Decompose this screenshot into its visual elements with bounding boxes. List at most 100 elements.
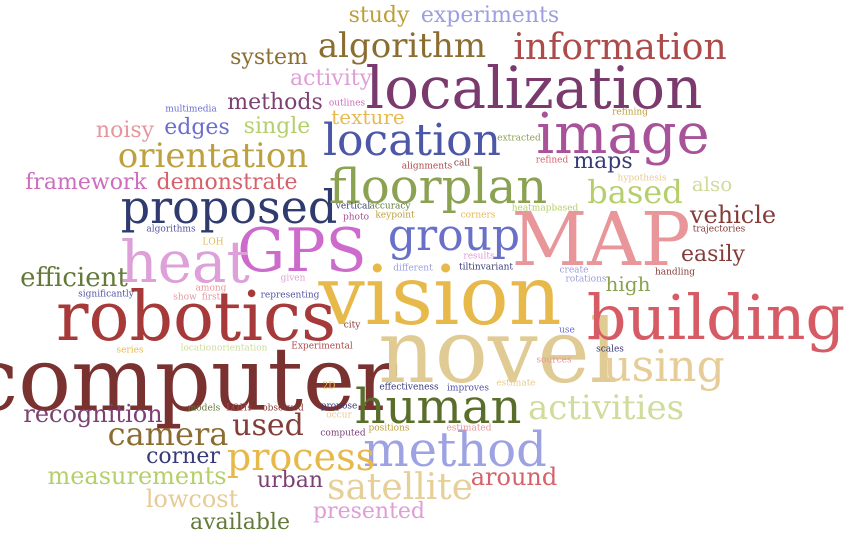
- word-improves: improves: [447, 383, 489, 394]
- word-extracted: extracted: [497, 133, 541, 144]
- word-heat: heat: [120, 228, 250, 296]
- word-framework: framework: [25, 170, 147, 195]
- word-multimedia: multimedia: [165, 104, 217, 115]
- word-results: results: [463, 251, 495, 262]
- word-2d: 2D: [322, 381, 336, 392]
- word-loh: LOH: [202, 237, 224, 248]
- word-algorithms: algorithms: [146, 224, 196, 235]
- word-city: city: [343, 320, 361, 331]
- word-activities: activities: [527, 388, 685, 428]
- word-use: use: [559, 325, 575, 336]
- word-refined: refined: [535, 155, 569, 166]
- word-different: different: [393, 263, 433, 274]
- word-tiltinvariant: tiltinvariant: [458, 262, 514, 273]
- word-scales: scales: [596, 344, 624, 355]
- word-significantly: significantly: [78, 289, 134, 300]
- word-sources: sources: [536, 355, 572, 366]
- word-also: also: [691, 172, 733, 196]
- word-refining: refining: [612, 107, 648, 118]
- word-high: high: [605, 272, 651, 296]
- word-representing: representing: [260, 290, 320, 301]
- word-based: based: [587, 173, 683, 211]
- word-single: single: [243, 114, 311, 139]
- word-positions: positions: [368, 423, 410, 434]
- word-vehicle: vehicle: [689, 201, 777, 229]
- word-robotics: robotics: [56, 278, 336, 357]
- word-rotations: rotations: [565, 274, 607, 285]
- word-using: using: [603, 341, 725, 392]
- word-novel: novel: [378, 300, 618, 403]
- word-camera: camera: [107, 415, 229, 453]
- word-information: information: [513, 27, 727, 68]
- word-presented: presented: [312, 499, 426, 524]
- word-outlines: outlines: [328, 98, 366, 109]
- word-experimental: Experimental: [291, 341, 353, 352]
- word-system: system: [230, 45, 308, 70]
- word-vision: vision: [318, 249, 562, 344]
- word-gps: GPS: [237, 216, 367, 286]
- word-hypothesis: hypothesis: [617, 173, 667, 184]
- word-edges: edges: [164, 115, 230, 140]
- word-computer: computer: [0, 328, 398, 431]
- word-activity: activity: [289, 66, 373, 91]
- word-create: create: [559, 265, 589, 276]
- word-vertical: vertical: [335, 201, 371, 212]
- word-methods: methods: [227, 90, 323, 115]
- word-proposed: proposed: [120, 180, 338, 234]
- word-lowcost: lowcost: [145, 485, 239, 513]
- word-localization: localization: [365, 54, 703, 122]
- word-map: MAP: [511, 197, 691, 283]
- word-call: call: [453, 158, 471, 169]
- word-among: among: [195, 283, 227, 294]
- word-used: used: [232, 408, 304, 443]
- word-corners: corners: [460, 210, 496, 221]
- word-orientation: orientation: [117, 136, 309, 176]
- word-lohs: LOHs: [226, 403, 252, 414]
- word-location: location: [322, 115, 502, 166]
- word-photo: photo: [342, 212, 370, 223]
- word-effectiveness: effectiveness: [379, 382, 439, 393]
- word-noisy: noisy: [95, 118, 155, 143]
- word-locationorientation: locationorientation: [180, 343, 268, 354]
- word-observed: observed: [262, 403, 304, 414]
- word-algorithm: algorithm: [317, 26, 487, 66]
- word-measurements: measurements: [47, 462, 227, 490]
- word-group: group: [387, 210, 521, 261]
- word-floorplan: floorplan: [328, 159, 548, 215]
- word-propose: propose: [320, 401, 358, 412]
- word-building: building: [586, 281, 846, 354]
- word-alignments: alignments: [401, 161, 453, 172]
- word-maps: maps: [573, 149, 633, 174]
- word-models: models: [187, 403, 221, 414]
- word-study: study: [348, 3, 410, 28]
- word-urban: urban: [256, 468, 324, 493]
- word-show: show: [173, 292, 197, 303]
- word-estimated: estimated: [446, 423, 492, 434]
- word-satellite: satellite: [326, 467, 474, 508]
- word-given: given: [280, 273, 306, 284]
- word-available: available: [190, 510, 290, 535]
- word-accuracy: accuracy: [369, 201, 411, 212]
- word-keypoint: keypoint: [375, 210, 415, 221]
- word-recognition: recognition: [23, 400, 163, 428]
- word-occur: occur: [326, 410, 352, 421]
- word-corner: corner: [146, 444, 220, 469]
- word-handling: handling: [654, 267, 696, 278]
- word-computed: computed: [320, 428, 366, 439]
- word-estimate: estimate: [496, 378, 536, 389]
- word-process: process: [226, 435, 376, 479]
- word-demonstrate: demonstrate: [156, 170, 298, 195]
- word-method: method: [363, 422, 547, 478]
- word-first: first: [201, 292, 221, 303]
- word-experiments: experiments: [420, 3, 560, 28]
- word-trajectories: trajectories: [692, 224, 746, 235]
- word-easily: easily: [681, 242, 745, 267]
- word-image: image: [536, 102, 710, 167]
- word-series: series: [116, 345, 144, 356]
- word-texture: texture: [331, 105, 405, 129]
- word-around: around: [470, 463, 558, 491]
- word-heatmapbased: heatmapbased: [511, 203, 579, 214]
- word-human: human: [354, 379, 522, 435]
- word-efficient: efficient: [20, 263, 128, 293]
